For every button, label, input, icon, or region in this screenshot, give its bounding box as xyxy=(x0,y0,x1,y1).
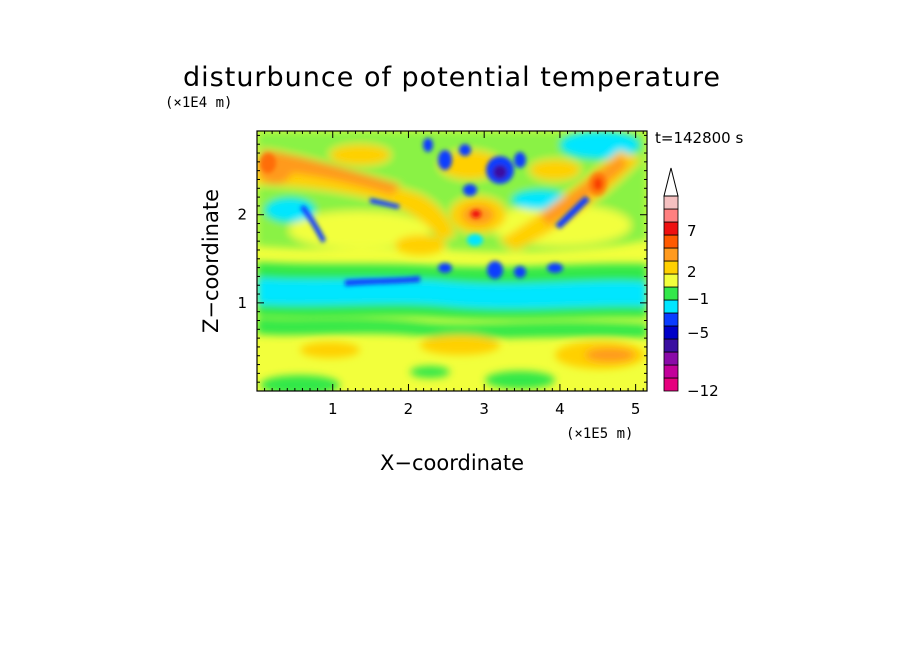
x-tick-label: 4 xyxy=(555,400,565,418)
blue-cell xyxy=(467,234,483,246)
colorbar-swatch xyxy=(663,195,679,210)
colorbar-swatch xyxy=(663,325,679,340)
colorbar-swatch xyxy=(663,247,679,262)
upper-cyan-patch xyxy=(265,198,315,222)
blue-streak xyxy=(300,205,326,243)
warm-center xyxy=(330,145,390,165)
x-tick-label: 3 xyxy=(479,400,489,418)
blue-cell xyxy=(438,150,452,170)
mid-cyan-band xyxy=(257,278,647,309)
colorbar-label: −5 xyxy=(687,324,709,342)
blue-cell xyxy=(463,184,477,196)
colorbar-swatch xyxy=(663,364,679,379)
warm-band-left xyxy=(257,160,455,240)
blue-cell xyxy=(459,144,471,156)
y-axis: 12 xyxy=(237,134,647,383)
colorbar-extend-arrow xyxy=(663,167,679,197)
time-label: t=142800 s xyxy=(655,129,743,147)
y-tick-label: 2 xyxy=(237,206,247,224)
field-bands xyxy=(257,131,647,391)
y-axis-label: Z−coordinate xyxy=(199,189,223,333)
colorbar-swatch xyxy=(663,312,679,327)
low-orange-patch xyxy=(585,348,635,362)
blue-cell xyxy=(487,261,503,279)
low-green-patch xyxy=(260,375,340,391)
x-tick-label: 1 xyxy=(328,400,338,418)
low-orange-patch xyxy=(300,342,360,358)
chart-title: disturbunce of potential temperature xyxy=(183,62,721,93)
x-axis: 1 2 3 4 5 xyxy=(264,131,644,418)
warm-band-right xyxy=(540,155,628,226)
colorbar-label: −12 xyxy=(687,382,719,400)
colorbar-swatch xyxy=(663,338,679,353)
warm-band-left xyxy=(262,150,400,195)
low-orange-patch xyxy=(420,335,500,355)
y-unit-label: (×1E4 m) xyxy=(165,95,232,111)
colorbar-swatch xyxy=(663,234,679,249)
orange-core xyxy=(260,153,276,173)
colorbar-swatch xyxy=(663,351,679,366)
colorbar-swatch xyxy=(663,273,679,288)
blue-cell xyxy=(423,138,433,152)
x-unit-label: (×1E5 m) xyxy=(566,426,633,442)
x-axis-label: X−coordinate xyxy=(380,451,524,475)
colorbar-swatch xyxy=(663,377,679,392)
colorbar-swatch xyxy=(663,260,679,275)
colorbar-swatch xyxy=(663,221,679,236)
blue-streak xyxy=(555,196,590,229)
blue-cell xyxy=(514,266,526,278)
blue-cell xyxy=(547,263,563,273)
low-green-band xyxy=(257,318,647,339)
warm-center xyxy=(395,235,445,255)
colorbar-swatch xyxy=(663,299,679,314)
colorbar-swatch xyxy=(663,208,679,223)
temperature-field xyxy=(257,131,647,391)
blue-streak xyxy=(370,198,400,209)
field-cores xyxy=(260,138,607,286)
blue-cell xyxy=(493,165,507,179)
y-tick-label: 1 xyxy=(237,294,247,312)
x-tick-label: 2 xyxy=(404,400,414,418)
orange-core xyxy=(589,172,607,196)
x-tick-label: 5 xyxy=(631,400,641,418)
colorbar-swatch xyxy=(663,286,679,301)
warm-center xyxy=(530,160,580,180)
blue-streak xyxy=(345,276,420,286)
colorbar-label: 7 xyxy=(687,222,697,240)
blue-cell xyxy=(514,152,526,168)
warm-center xyxy=(440,151,500,179)
plot-frame xyxy=(256,130,648,392)
colorbar: −12−5−127 xyxy=(663,167,719,400)
blue-cell xyxy=(438,263,452,273)
low-green-patch xyxy=(410,366,450,378)
red-core xyxy=(471,210,481,218)
colorbar-label: −1 xyxy=(687,290,709,308)
colorbar-label: 2 xyxy=(687,263,697,281)
low-green-patch xyxy=(485,371,555,389)
